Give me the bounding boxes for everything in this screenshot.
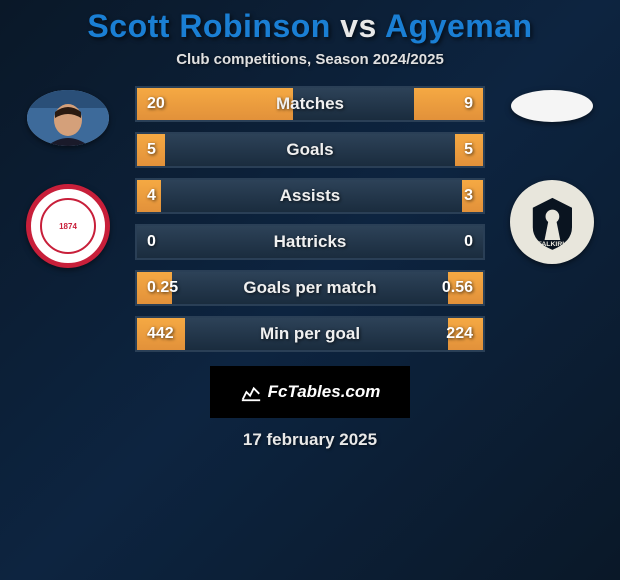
stat-value-left: 0 — [147, 233, 156, 251]
stat-row: 442 224Min per goal — [135, 316, 485, 352]
stat-label: Matches — [137, 94, 483, 114]
stat-value-left: 4 — [147, 187, 156, 205]
stat-row: 0.25 0.56Goals per match — [135, 270, 485, 306]
stat-label: Assists — [137, 186, 483, 206]
stat-value-right: 0.56 — [442, 279, 473, 297]
left-column: 1874 — [13, 86, 123, 268]
stat-label: Hattricks — [137, 232, 483, 252]
player1-club-badge: 1874 — [26, 184, 110, 268]
subtitle: Club competitions, Season 2024/2025 — [176, 51, 444, 68]
player2-photo — [511, 90, 593, 122]
club1-year: 1874 — [40, 198, 96, 254]
stat-value-right: 0 — [464, 233, 473, 251]
player2-name: Agyeman — [385, 8, 533, 44]
stat-row: 20 9Matches — [135, 86, 485, 122]
stat-value-left: 442 — [147, 325, 174, 343]
vs-text: vs — [331, 8, 385, 44]
stats-column: 20 9Matches 5 5Goals 4 3Assists 0 0Hattricks 0.2… — [135, 86, 485, 352]
stat-value-right: 3 — [464, 187, 473, 205]
stat-value-right: 5 — [464, 141, 473, 159]
stat-value-right: 224 — [446, 325, 473, 343]
svg-text:FALKIRK: FALKIRK — [537, 241, 567, 248]
date-text: 17 february 2025 — [243, 430, 377, 450]
player1-name: Scott Robinson — [87, 8, 330, 44]
comparison-card: Scott Robinson vs Agyeman Club competiti… — [0, 0, 620, 450]
stat-row: 4 3Assists — [135, 178, 485, 214]
stat-value-left: 5 — [147, 141, 156, 159]
stat-row: 5 5Goals — [135, 132, 485, 168]
right-column: FALKIRK — [497, 86, 607, 264]
brand-text: FcTables.com — [268, 382, 381, 402]
stat-label: Goals — [137, 140, 483, 160]
stat-row: 0 0Hattricks — [135, 224, 485, 260]
stat-label: Min per goal — [137, 324, 483, 344]
page-title: Scott Robinson vs Agyeman — [87, 8, 532, 45]
brand-badge[interactable]: FcTables.com — [210, 366, 410, 418]
player2-club-badge: FALKIRK — [510, 180, 594, 264]
chart-icon — [240, 381, 262, 403]
stat-value-left: 20 — [147, 95, 165, 113]
stat-value-left: 0.25 — [147, 279, 178, 297]
stat-value-right: 9 — [464, 95, 473, 113]
main-area: 1874 20 9Matches 5 5Goals 4 3Assists 0 0Hattric… — [0, 86, 620, 352]
stat-label: Goals per match — [137, 278, 483, 298]
player1-photo — [27, 90, 109, 146]
